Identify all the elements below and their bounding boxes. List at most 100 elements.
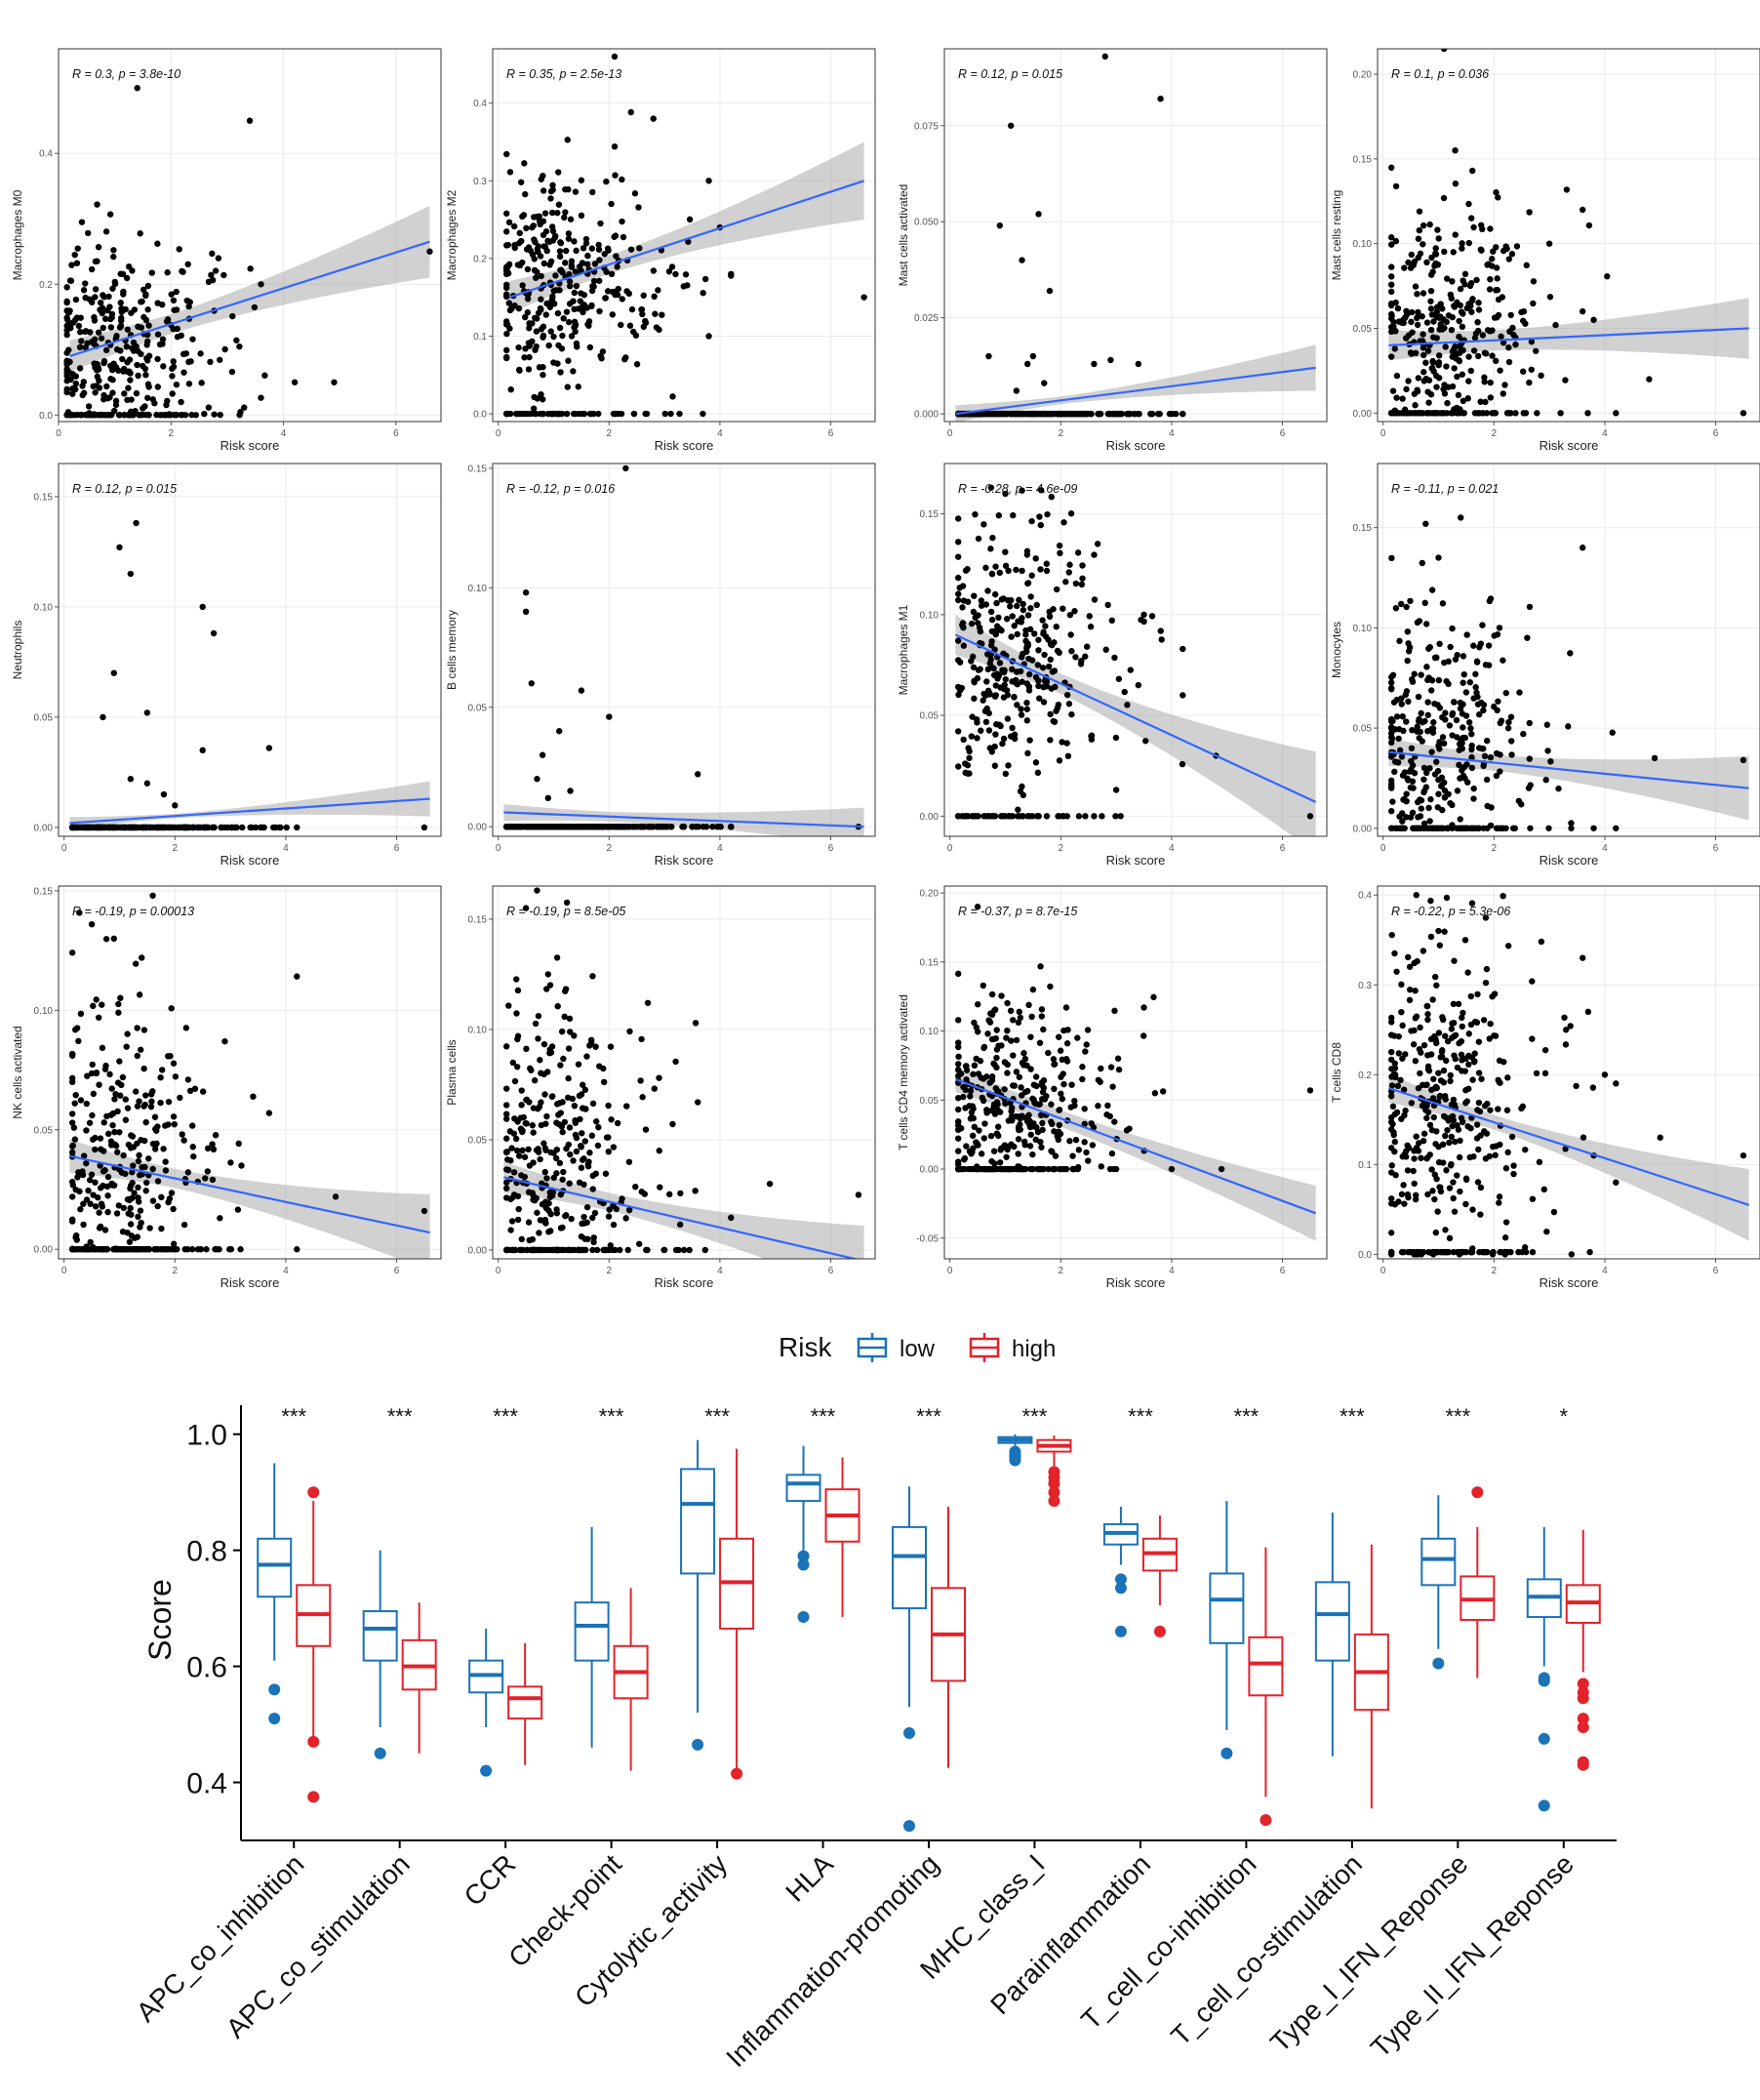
data-point (1040, 628, 1047, 636)
data-point (580, 245, 587, 252)
data-point (1388, 1014, 1395, 1022)
data-point (1520, 307, 1528, 315)
data-point (97, 1185, 104, 1191)
data-point (1435, 554, 1442, 561)
data-point (1465, 1030, 1472, 1037)
data-point (237, 1246, 244, 1253)
data-point (995, 512, 1003, 519)
data-point (185, 303, 192, 310)
data-point (95, 329, 102, 336)
data-point (100, 324, 106, 332)
data-point (591, 1209, 599, 1217)
data-point (1432, 1035, 1439, 1042)
y-tick-label: 0.10 (920, 610, 940, 621)
data-point (169, 824, 176, 831)
data-point (1437, 325, 1444, 332)
data-point (1443, 275, 1451, 282)
data-point (1008, 1037, 1015, 1044)
data-point (1464, 395, 1471, 402)
data-point (565, 230, 573, 237)
data-point (1022, 631, 1029, 638)
data-point (541, 210, 549, 217)
data-point (615, 285, 621, 293)
data-point (604, 245, 612, 252)
data-point (728, 270, 735, 277)
confidence-band (1388, 738, 1749, 821)
data-point (1443, 1167, 1450, 1174)
data-point (651, 1085, 659, 1092)
data-point (77, 1097, 85, 1104)
data-point (82, 280, 89, 287)
data-point (1391, 1148, 1398, 1155)
panel-border (58, 885, 442, 1260)
data-point (1028, 572, 1035, 579)
data-point (1487, 394, 1495, 401)
data-point (140, 286, 147, 294)
data-point (1023, 547, 1031, 555)
data-point (1451, 1208, 1459, 1215)
x-tick-label: 6 (394, 1266, 400, 1276)
data-point (1451, 345, 1458, 353)
data-point (1449, 825, 1456, 831)
data-point (1420, 344, 1427, 351)
data-point (521, 354, 528, 361)
data-point (98, 335, 105, 342)
panel-background (493, 464, 875, 836)
data-point (1526, 755, 1533, 762)
data-point (157, 1073, 164, 1081)
data-point (138, 350, 144, 358)
data-point (642, 410, 649, 418)
data-point (975, 1165, 981, 1173)
data-point (1557, 410, 1564, 417)
data-point (987, 1010, 994, 1017)
data-point (1021, 1138, 1028, 1146)
data-point (144, 394, 151, 401)
data-point (152, 1127, 160, 1134)
data-point (990, 1101, 998, 1109)
data-point (1396, 747, 1404, 754)
data-point (158, 1225, 165, 1232)
data-point (1415, 717, 1422, 725)
data-point (261, 372, 268, 379)
data-point (1486, 597, 1494, 605)
data-point (987, 608, 995, 616)
data-point (1036, 1039, 1044, 1046)
data-point (1475, 300, 1482, 306)
data-point (1108, 1150, 1116, 1157)
data-point (1056, 1107, 1063, 1113)
data-point (1037, 521, 1044, 529)
data-point (1407, 410, 1415, 417)
y-tick-label: 0.05 (1353, 324, 1373, 335)
y-tick-label: 0.050 (914, 218, 939, 228)
data-point (107, 411, 114, 419)
data-point (1417, 813, 1424, 820)
data-point (510, 1130, 518, 1137)
data-point (1533, 347, 1540, 354)
data-point (564, 137, 571, 143)
data-point (100, 1168, 107, 1175)
data-point (955, 1165, 962, 1173)
data-point (1408, 1100, 1416, 1107)
data-point (112, 401, 120, 409)
data-point (675, 1246, 682, 1254)
data-point (1477, 1184, 1485, 1191)
data-point (1445, 680, 1452, 688)
data-point (1471, 1059, 1478, 1066)
x-tick-label: 2 (1492, 843, 1498, 854)
data-point (1063, 691, 1071, 699)
box-low (785, 1445, 821, 1624)
data-point (589, 1186, 596, 1192)
data-point (72, 1186, 79, 1193)
legend: Risk low high (779, 1332, 1056, 1362)
data-point (966, 754, 973, 762)
data-point (134, 85, 140, 92)
data-point (580, 308, 586, 316)
data-point (642, 317, 649, 325)
data-point (420, 1207, 428, 1215)
data-point (1502, 243, 1509, 250)
data-point (1169, 410, 1176, 418)
data-point (1031, 630, 1038, 637)
data-point (860, 294, 867, 301)
data-point (1403, 410, 1410, 417)
data-point (114, 1149, 121, 1155)
